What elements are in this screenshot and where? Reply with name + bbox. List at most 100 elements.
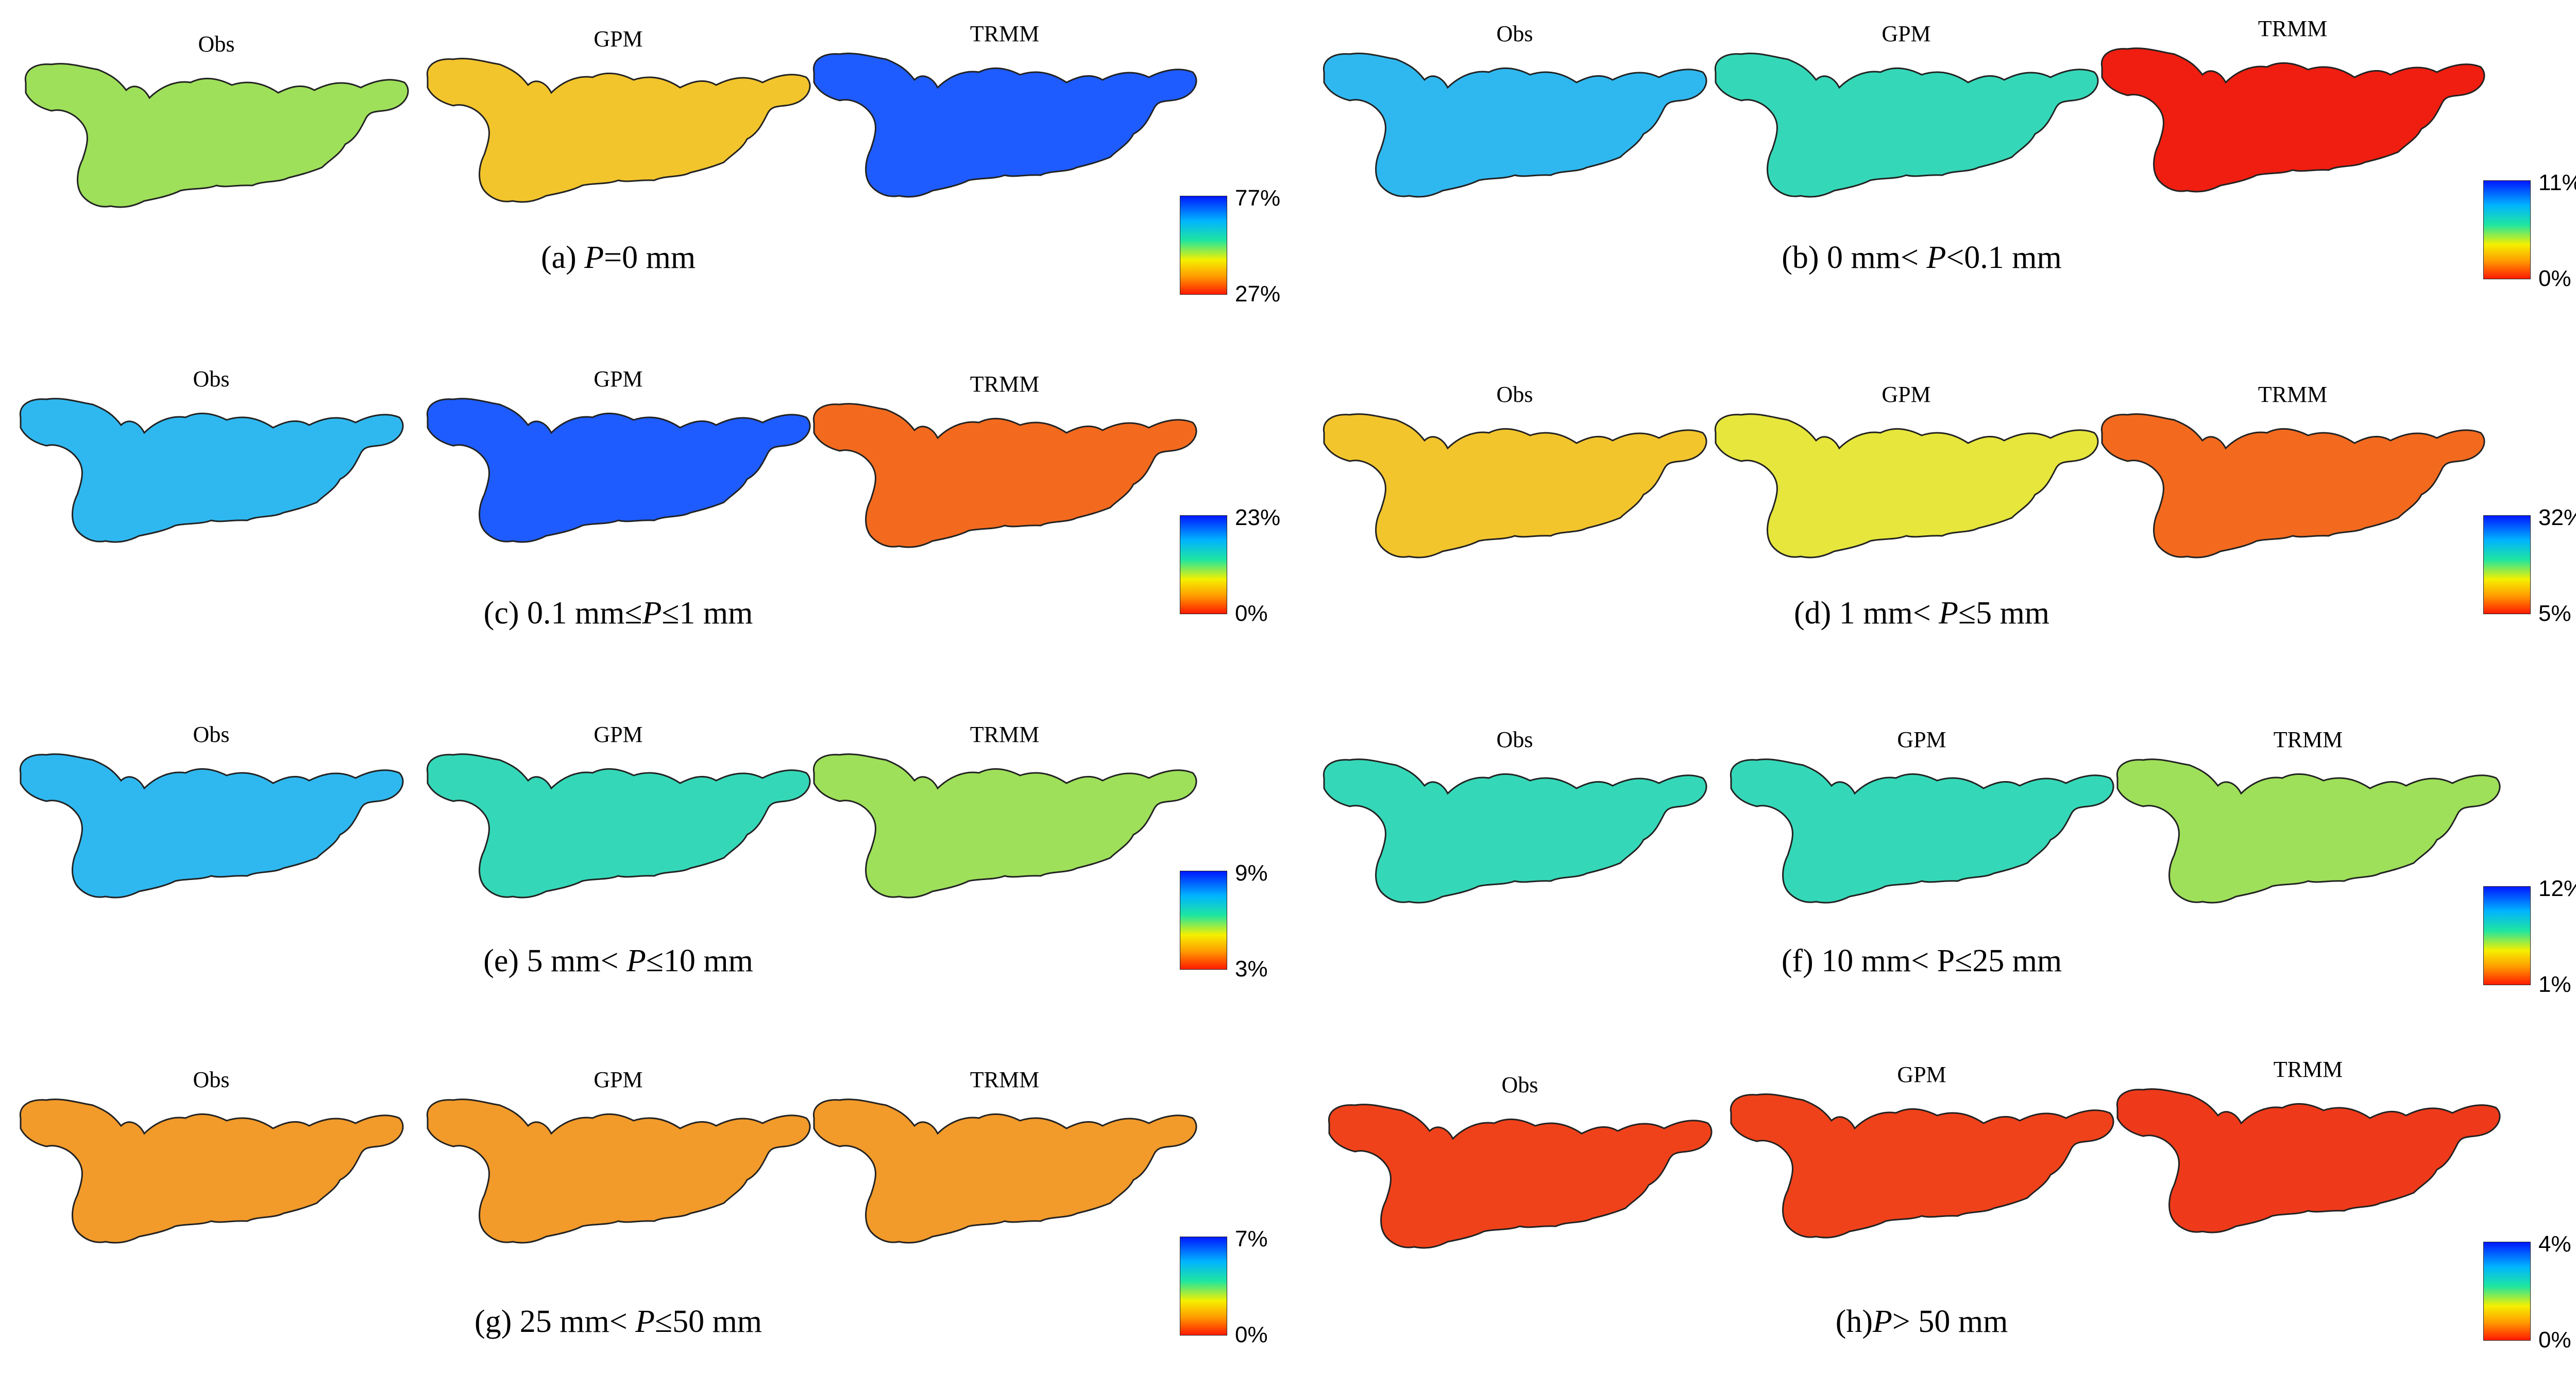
map-title: TRMM xyxy=(2258,382,2328,407)
panel-d: Obs GPM TRMM 32% 5% (d) 1 mm< P≤5 mm xyxy=(1303,361,2576,696)
basin-map xyxy=(812,1098,1197,1244)
colorbar-min: 5% xyxy=(2538,601,2571,626)
basin-map xyxy=(2100,47,2485,193)
basin-map xyxy=(19,753,404,899)
colorbar: 23% 0% xyxy=(1180,505,1280,626)
map-title: TRMM xyxy=(2258,16,2328,41)
map-title: Obs xyxy=(198,31,235,57)
map-trmm: TRMM xyxy=(2112,728,2504,917)
basin-map xyxy=(1730,1093,2114,1239)
map-title: GPM xyxy=(594,1067,643,1092)
basin-map xyxy=(426,398,811,543)
colorbar-max: 77% xyxy=(1235,185,1281,211)
map-obs: Obs xyxy=(21,32,412,222)
map-obs: Obs xyxy=(15,1068,407,1257)
colorbar-max: 4% xyxy=(2538,1231,2571,1257)
basin-map xyxy=(812,753,1197,899)
map-title: TRMM xyxy=(970,371,1040,397)
map-title: GPM xyxy=(1897,727,1946,752)
panel-caption: (a) P=0 mm xyxy=(540,240,696,275)
map-obs: Obs xyxy=(1319,22,1710,211)
panel-h: Obs GPM TRMM 4% 0% (h)P> 50 mm xyxy=(1303,1051,2576,1386)
map-title: GPM xyxy=(1897,1062,1946,1087)
map-gpm: GPM xyxy=(422,367,814,556)
colorbar-min: 0% xyxy=(2538,1327,2571,1353)
map-gpm: GPM xyxy=(422,1068,814,1257)
basin-map xyxy=(1328,1104,1713,1249)
panel-g: Obs GPM TRMM 7% 0% (g) 25 mm< P≤50 mm xyxy=(0,1051,1298,1386)
panel-caption: (b) 0 mm< P<0.1 mm xyxy=(1782,240,2062,275)
map-trmm: TRMM xyxy=(809,372,1200,562)
basin-map xyxy=(19,1098,404,1244)
colorbar-min: 3% xyxy=(1235,956,1268,982)
basin-map xyxy=(426,58,811,203)
map-gpm: GPM xyxy=(1710,22,2102,211)
basin-map xyxy=(1730,758,2114,904)
map-title: Obs xyxy=(193,366,230,392)
colorbar: 4% 0% xyxy=(2483,1232,2571,1353)
colorbar-min: 0% xyxy=(1235,601,1268,626)
colorbar-max: 12% xyxy=(2538,876,2576,901)
colorbar-min: 1% xyxy=(2538,972,2571,997)
map-title: TRMM xyxy=(970,21,1040,46)
basin-map xyxy=(2100,413,2485,559)
colorbar: 11% 0% xyxy=(2483,171,2576,291)
colorbar: 9% 3% xyxy=(1180,861,1268,982)
colorbar-max: 9% xyxy=(1235,860,1268,886)
map-title: Obs xyxy=(193,722,230,747)
map-title: TRMM xyxy=(2273,727,2343,752)
map-obs: Obs xyxy=(1319,728,1710,917)
map-gpm: GPM xyxy=(422,27,814,216)
map-title: Obs xyxy=(1496,21,1533,46)
map-title: Obs xyxy=(1501,1072,1538,1097)
basin-map xyxy=(426,753,811,899)
map-trmm: TRMM xyxy=(2097,16,2488,206)
panel-caption: (h)P> 50 mm xyxy=(1835,1304,2008,1339)
basin-map xyxy=(1323,758,1707,904)
map-trmm: TRMM xyxy=(809,22,1200,211)
colorbar-max: 23% xyxy=(1235,505,1281,530)
map-title: GPM xyxy=(594,366,643,392)
panel-caption: (e) 5 mm< P≤10 mm xyxy=(483,943,753,978)
map-obs: Obs xyxy=(1324,1073,1716,1262)
basin-map xyxy=(2116,758,2501,904)
basin-map xyxy=(1714,413,2099,559)
map-obs: Obs xyxy=(15,722,407,912)
colorbar: 32% 5% xyxy=(2483,505,2576,626)
panel-caption: (c) 0.1 mm≤P≤1 mm xyxy=(483,596,753,631)
colorbar: 77% 27% xyxy=(1180,186,1280,307)
map-title: TRMM xyxy=(970,722,1040,747)
map-title: Obs xyxy=(1496,727,1533,752)
map-title: Obs xyxy=(193,1067,230,1092)
colorbar: 7% 0% xyxy=(1180,1227,1268,1347)
colorbar: 12% 1% xyxy=(2483,876,2576,997)
colorbar-min: 0% xyxy=(1235,1322,1268,1347)
basin-map xyxy=(2116,1088,2501,1233)
map-title: TRMM xyxy=(2273,1057,2343,1082)
map-gpm: GPM xyxy=(1726,1062,2117,1252)
map-gpm: GPM xyxy=(1710,382,2102,572)
colorbar-min: 0% xyxy=(2538,266,2571,291)
basin-map xyxy=(1323,53,1707,198)
colorbar-min: 27% xyxy=(1235,281,1281,307)
map-title: TRMM xyxy=(970,1067,1040,1092)
map-trmm: TRMM xyxy=(2112,1057,2504,1247)
map-trmm: TRMM xyxy=(2097,382,2488,572)
map-title: GPM xyxy=(594,26,643,52)
basin-map xyxy=(812,403,1197,548)
map-trmm: TRMM xyxy=(809,1068,1200,1257)
panel-e: Obs GPM TRMM 9% 3% (e) 5 mm< P≤10 mm xyxy=(0,716,1298,1051)
map-gpm: GPM xyxy=(422,722,814,912)
basin-map xyxy=(1323,413,1707,559)
basin-map xyxy=(19,398,404,543)
panel-caption: (f) 10 mm< P≤25 mm xyxy=(1781,943,2062,978)
panel-a: Obs GPM TRMM 77% 27% (a) P=0 mm xyxy=(0,15,1298,350)
map-obs: Obs xyxy=(15,367,407,556)
panel-f: Obs GPM TRMM 12% 1% (f) 10 mm< P≤25 mm xyxy=(1303,716,2576,1051)
map-title: GPM xyxy=(594,722,643,747)
map-obs: Obs xyxy=(1319,382,1710,572)
map-title: GPM xyxy=(1882,382,1931,407)
map-title: GPM xyxy=(1882,21,1931,46)
map-trmm: TRMM xyxy=(809,722,1200,912)
panel-b: Obs GPM TRMM 11% 0% (b) 0 mm< P<0.1 mm xyxy=(1303,15,2576,350)
